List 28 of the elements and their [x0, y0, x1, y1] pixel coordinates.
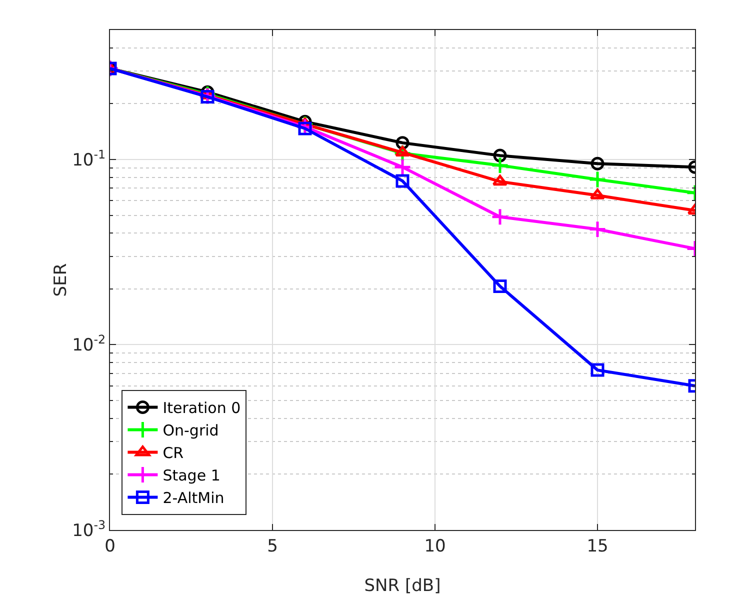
point	[394, 158, 412, 176]
point	[200, 90, 214, 104]
point	[396, 174, 410, 188]
point	[590, 156, 604, 170]
x-tick-label: 10	[424, 536, 446, 556]
x-tick-label: 5	[267, 536, 278, 556]
point	[491, 156, 509, 174]
y-tick-label: 10$^{-1}$	[72, 147, 106, 170]
point	[493, 148, 507, 162]
legend-label: Iteration 0	[162, 399, 241, 418]
legend-label: Stage 1	[162, 466, 220, 485]
x-tick-label: 0	[104, 536, 116, 556]
y-axis-title: SER	[51, 263, 71, 297]
point	[588, 220, 606, 238]
y-tick-label: 10$^{-2}$	[72, 332, 106, 356]
point	[394, 146, 410, 157]
point	[590, 363, 604, 377]
legend-label: CR	[162, 444, 184, 462]
x-axis-title: SNR [dB]	[364, 576, 441, 596]
legend-label: 2-AltMin	[162, 489, 224, 508]
x-tick-label: 15	[586, 536, 608, 556]
y-tick-label: 10$^{-3}$	[72, 518, 106, 541]
legend-label: On-grid	[162, 422, 219, 440]
point	[298, 122, 312, 136]
point	[492, 174, 508, 186]
point	[493, 279, 507, 293]
point	[491, 208, 509, 226]
point	[588, 170, 606, 188]
